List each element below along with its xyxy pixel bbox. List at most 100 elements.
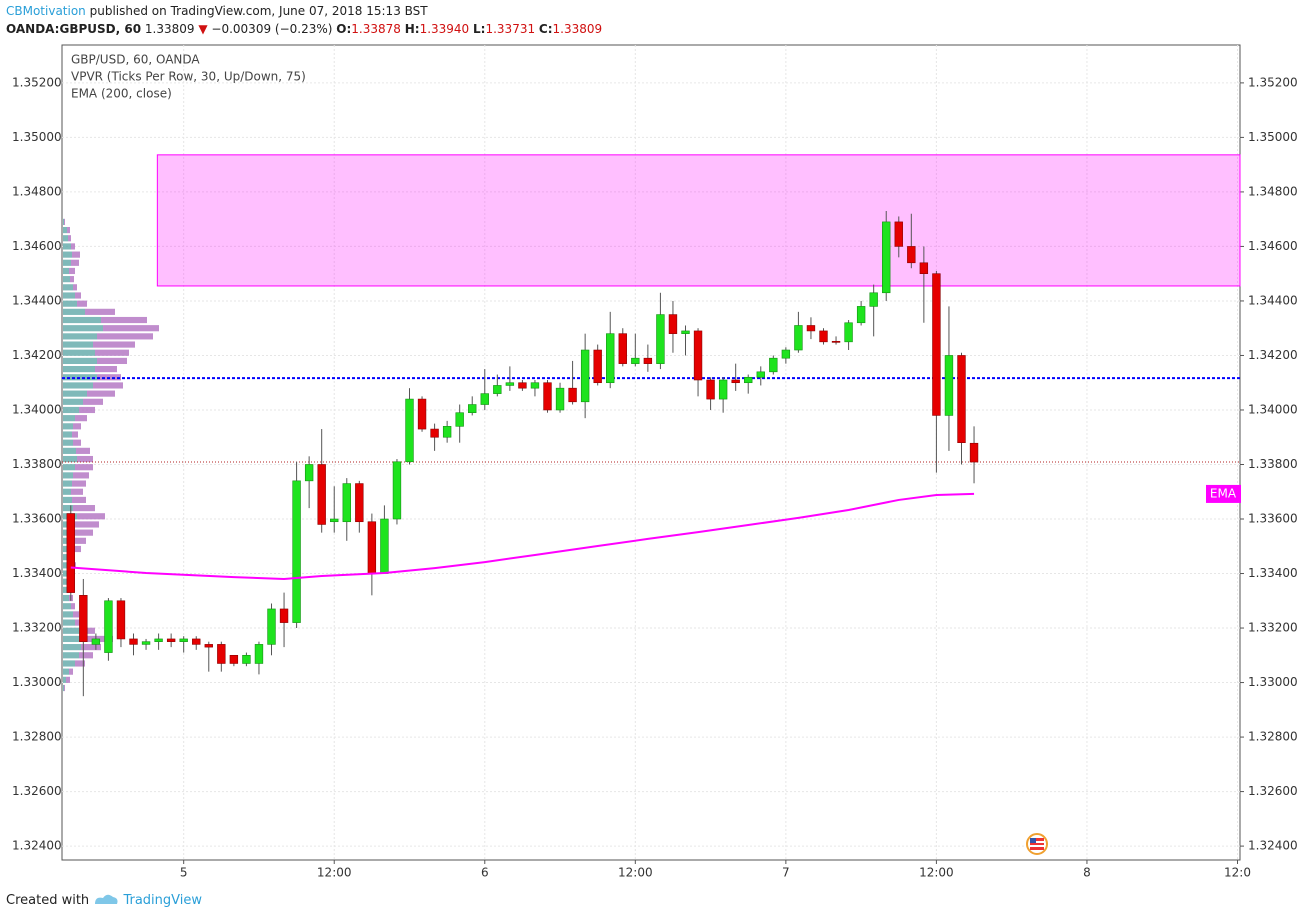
candle-body (856, 306, 866, 324)
published: published on TradingView.com, June 07, 2… (89, 4, 428, 18)
x-tick-label: 12:00 (618, 866, 653, 880)
vpvr-up (63, 505, 73, 512)
vpvr-up (63, 431, 72, 438)
vpvr-up (63, 357, 97, 365)
vpvr-down (77, 455, 93, 463)
candle-body (819, 330, 828, 343)
vpvr-up (63, 562, 70, 569)
vpvr-up (63, 684, 64, 692)
y2-tick-label: 1.35200 (1248, 75, 1298, 89)
x-tick-label: 5 (180, 866, 188, 880)
y-tick-label: 1.34400 (12, 293, 62, 307)
candle-body (631, 357, 640, 364)
vpvr-down (81, 644, 101, 651)
candle-body (91, 638, 101, 645)
author[interactable]: CBMotivation (6, 4, 86, 18)
vpvr-down (75, 660, 85, 667)
candle-body (944, 355, 954, 416)
vpvr-down (69, 267, 75, 275)
vpvr-up (63, 652, 79, 659)
vpvr-down (71, 259, 79, 266)
vpvr-down (73, 472, 89, 479)
candle-body (442, 426, 452, 438)
vpvr-down (75, 464, 93, 471)
vpvr-up (63, 333, 97, 340)
vpvr-up (63, 603, 71, 610)
vpvr-down (66, 676, 70, 683)
publish-line: CBMotivation published on TradingView.co… (6, 2, 602, 20)
candle-body (844, 322, 853, 343)
footer: Created with TradingView (6, 890, 202, 908)
legend-text: VPVR (Ticks Per Row, 30, Up/Down, 75) (71, 70, 306, 84)
candle-body (317, 464, 326, 525)
vpvr-up (63, 341, 93, 348)
zone (156, 154, 1241, 287)
candle-body (217, 644, 226, 664)
vpvr-down (76, 447, 90, 454)
vpvr-down (73, 529, 93, 536)
candle-body (355, 483, 364, 523)
vpvr-down (77, 300, 87, 307)
vpvr-up (63, 243, 71, 250)
candle-body (242, 654, 251, 664)
vpvr-down (83, 398, 103, 405)
legend-text: EMA (200, close) (71, 87, 172, 101)
vpvr-up (63, 406, 79, 414)
vpvr-down (71, 545, 81, 553)
vpvr-up (63, 627, 81, 634)
vpvr-up (63, 668, 69, 675)
candle-body (806, 325, 816, 332)
vpvr-up (63, 300, 77, 307)
flag-icon (1026, 833, 1048, 855)
candle-body (505, 382, 515, 386)
candle-body (957, 355, 966, 443)
o-label: O: (336, 22, 352, 36)
vpvr-up (63, 235, 68, 242)
candle-body (405, 398, 414, 463)
candle-body (129, 638, 138, 645)
y2-tick-label: 1.33800 (1248, 457, 1298, 471)
candle-body (769, 357, 778, 373)
vpvr-down (73, 284, 77, 291)
y2-tick-label: 1.33200 (1248, 621, 1298, 635)
candle-body (618, 333, 627, 364)
candle-body (304, 464, 314, 482)
last: 1.33809 (144, 22, 195, 36)
y-tick-label: 1.34800 (12, 184, 62, 198)
candle-body (141, 641, 151, 645)
y-tick-label: 1.32600 (12, 784, 62, 798)
y2-tick-label: 1.32800 (1248, 730, 1298, 744)
y-tick-label: 1.33800 (12, 457, 62, 471)
y-tick-label: 1.33400 (12, 566, 62, 580)
created-with: Created with (6, 893, 90, 908)
vpvr-down (72, 251, 80, 258)
chart: 1.32400 1.32400 1.32600 1.32600 1.32800 1.328… (12, 44, 1298, 880)
vpvr-up (63, 218, 64, 225)
y2-tick-label: 1.33600 (1248, 512, 1298, 526)
vpvr-down (101, 316, 147, 324)
y-tick-label: 1.34600 (12, 239, 62, 253)
y2-tick-label: 1.34200 (1248, 348, 1298, 362)
vpvr-down (77, 513, 105, 520)
candle-body (204, 644, 213, 648)
vpvr-up (63, 619, 75, 626)
candle-body (831, 340, 841, 343)
candle-body (593, 349, 602, 384)
vpvr-down (93, 341, 135, 348)
vpvr-down (69, 668, 73, 675)
vpvr-up (63, 472, 73, 479)
vpvr-down (71, 243, 75, 250)
vpvr-up (63, 284, 73, 291)
vpvr-up (63, 259, 71, 266)
y2-tick-label: 1.33400 (1248, 566, 1298, 580)
candle-body (543, 382, 552, 411)
candle-body (568, 387, 577, 403)
candle-body (79, 595, 88, 642)
candle-body (580, 349, 590, 403)
brand[interactable]: TradingView (123, 893, 202, 908)
vpvr-up (63, 415, 75, 422)
vpvr-up (63, 488, 71, 495)
low: 1.33731 (485, 22, 536, 36)
candle-body (869, 292, 878, 307)
